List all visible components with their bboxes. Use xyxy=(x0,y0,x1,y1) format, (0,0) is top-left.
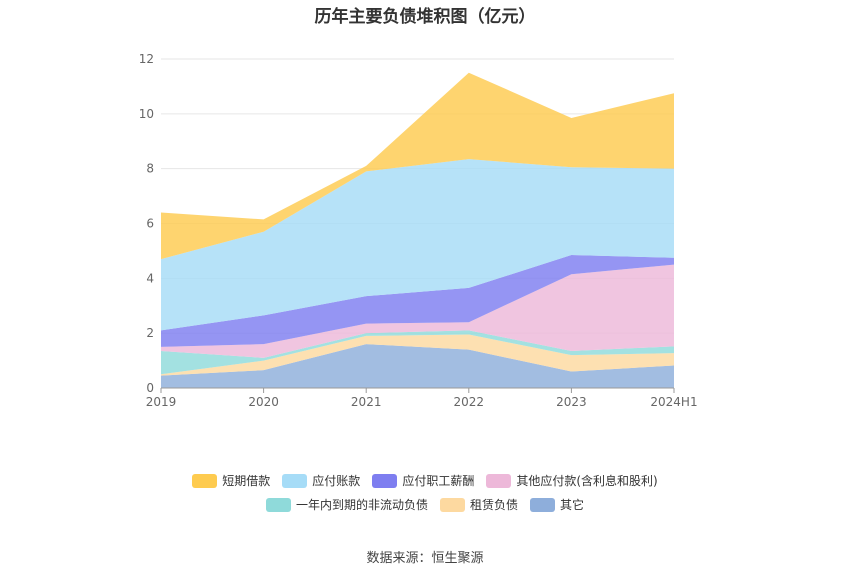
legend-label: 应付账款 xyxy=(312,474,361,488)
y-tick-label: 10 xyxy=(139,107,154,121)
legend-swatch xyxy=(486,473,512,488)
area-5 xyxy=(161,159,674,331)
legend-item[interactable]: 短期借款 xyxy=(192,472,270,489)
legend-swatch xyxy=(192,473,218,488)
y-tick-label: 6 xyxy=(146,217,154,231)
source-note: 数据来源：恒生聚源 xyxy=(366,551,484,566)
area-4 xyxy=(161,255,674,347)
area-2 xyxy=(161,330,674,375)
legend-label: 其他应付款(含利息和股利) xyxy=(516,474,658,488)
legend-label: 租赁负债 xyxy=(469,498,518,512)
legend: 短期借款 应付账款 应付职工薪酬 其他应付款(含利息和股利) 一年内到期的非流动负债 租… xyxy=(0,472,850,520)
legend-item[interactable]: 其他应付款(含利息和股利) xyxy=(486,472,658,489)
legend-label: 短期借款 xyxy=(222,474,271,488)
legend-swatch xyxy=(282,473,308,488)
legend-swatch xyxy=(439,497,465,512)
legend-item[interactable]: 一年内到期的非流动负债 xyxy=(265,496,428,513)
area-6 xyxy=(161,72,674,260)
legend-label: 其它 xyxy=(560,498,585,512)
x-tick-label: 2024H1 xyxy=(650,395,697,409)
y-tick-label: 4 xyxy=(146,271,154,285)
chart-title: 历年主要负债堆积图（亿元） xyxy=(314,7,536,27)
x-tick-label: 2023 xyxy=(556,395,587,409)
y-tick-label: 8 xyxy=(146,162,154,176)
area-3 xyxy=(161,264,674,358)
x-tick-label: 2020 xyxy=(248,395,279,409)
legend-swatch xyxy=(372,473,398,488)
legend-label: 应付职工薪酬 xyxy=(402,474,475,488)
x-tick-label: 2022 xyxy=(454,395,485,409)
area-0 xyxy=(161,344,674,388)
legend-row: 短期借款 应付账款 应付职工薪酬 其他应付款(含利息和股利) xyxy=(0,472,850,489)
x-tick-label: 2019 xyxy=(146,395,177,409)
legend-row: 一年内到期的非流动负债 租赁负债 其它 xyxy=(0,496,850,513)
legend-swatch xyxy=(265,497,291,512)
y-tick-label: 2 xyxy=(146,326,154,340)
area-series xyxy=(161,72,674,388)
legend-swatch xyxy=(530,497,555,512)
legend-label: 一年内到期的非流动负债 xyxy=(295,498,428,512)
area-1 xyxy=(161,334,674,376)
legend-item[interactable]: 其它 xyxy=(530,496,584,513)
x-tick-label: 2021 xyxy=(351,395,382,409)
legend-item[interactable]: 租赁负债 xyxy=(439,496,518,513)
y-tick-label: 12 xyxy=(139,52,154,66)
y-tick-label: 0 xyxy=(146,381,154,395)
stacked-area-chart: 0 2 4 6 8 10 12 2019 2020 2021 2022 2023 2024H1 xyxy=(139,52,698,409)
legend-item[interactable]: 应付账款 xyxy=(282,472,360,489)
axes: 0 2 4 6 8 10 12 2019 2020 2021 2022 2023 2024H1 xyxy=(139,52,698,409)
legend-item[interactable]: 应付职工薪酬 xyxy=(372,472,474,489)
